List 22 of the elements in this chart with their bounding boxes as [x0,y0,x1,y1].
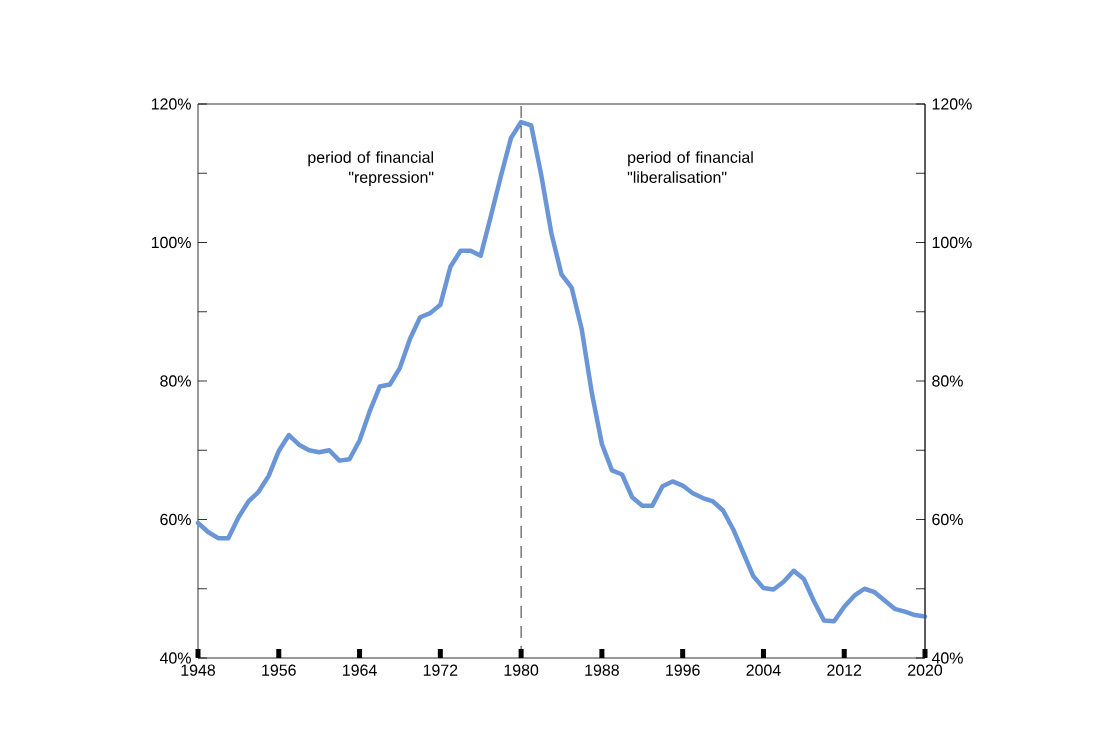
y2-tick-label: 100% [932,236,972,249]
x-tick-label: 2020 [908,664,943,676]
y2-tick-label: 120% [932,98,972,110]
x-tick-label: 1964 [343,664,377,676]
y-tick-label: 40% [159,652,191,664]
x-tick-label: 1996 [666,664,700,676]
x-tick-label: 1988 [585,664,619,676]
y-tick-label: 100% [151,236,191,249]
y-tick-label: 80% [160,375,191,387]
y2-tick-label: 60% [932,513,963,526]
x-tick-label: 1956 [262,664,296,676]
x-tick-label: 2012 [827,664,862,676]
annotation: period of financial "repression" [308,151,434,187]
y2-tick-label: 80% [932,375,963,387]
x-tick-label: 1980 [504,664,539,676]
y-tick-label: 120% [151,98,191,110]
annotation: period of financial "liberalisation" [627,151,753,183]
x-tick-label: 2004 [746,664,781,676]
x-tick-label: 1972 [423,664,458,676]
y-tick-label: 60% [160,513,191,526]
y2-tick-label: 40% [931,652,963,664]
x-tick-label: 1948 [181,664,216,676]
